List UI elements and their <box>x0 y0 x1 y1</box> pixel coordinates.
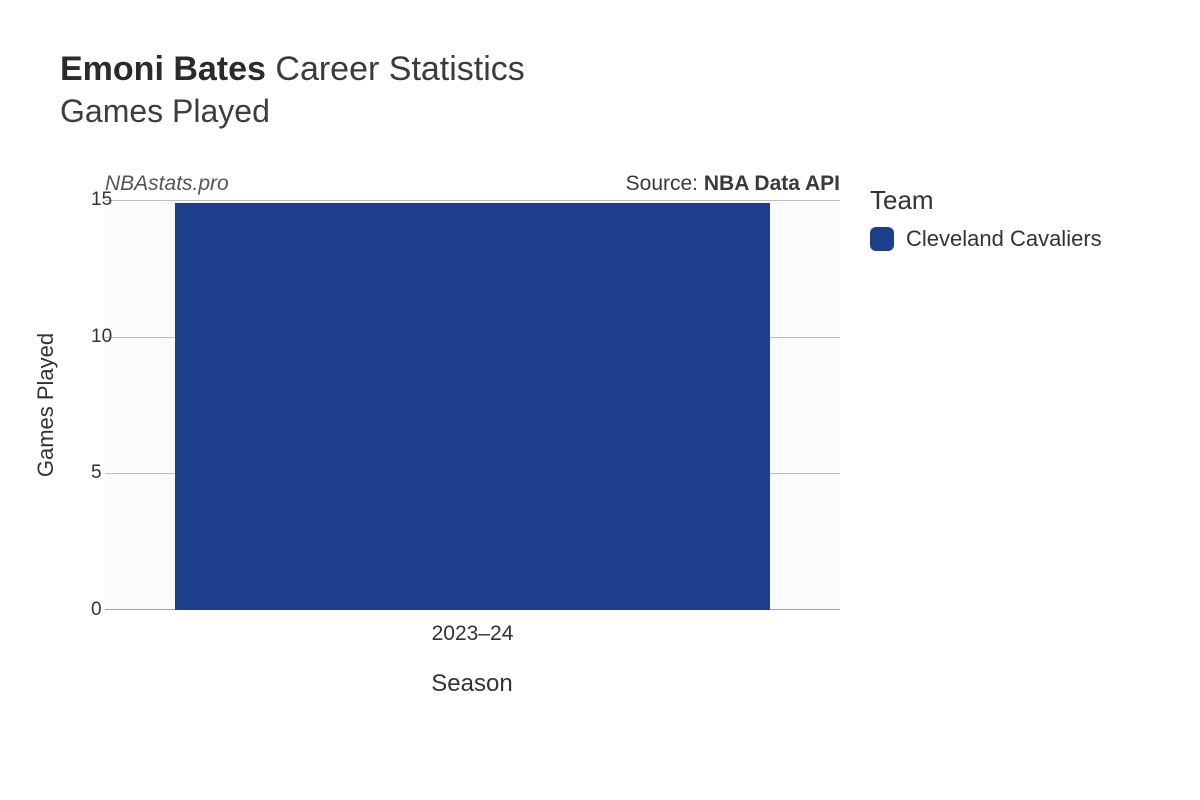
legend-swatch <box>870 227 894 251</box>
bar <box>175 203 770 610</box>
source-credit: Source: NBA Data API <box>626 172 840 196</box>
source-prefix: Source: <box>626 172 704 195</box>
chart-meta-row: NBAstats.pro Source: NBA Data API <box>105 172 860 198</box>
y-axis-title: Games Played <box>33 333 59 477</box>
legend-item: Cleveland Cavaliers <box>870 226 1102 252</box>
y-tick-label: 10 <box>91 326 93 348</box>
chart-title: Emoni Bates Career Statistics <box>60 48 525 91</box>
plot-area <box>105 200 840 610</box>
y-tick-label: 5 <box>91 462 93 484</box>
legend: Team Cleveland Cavaliers <box>870 185 1102 252</box>
chart-subtitle: Games Played <box>60 93 525 130</box>
legend-title: Team <box>870 185 1102 216</box>
x-tick-label: 2023–24 <box>432 622 514 646</box>
player-name: Emoni Bates <box>60 50 266 88</box>
title-rest: Career Statistics <box>266 50 525 88</box>
source-name: NBA Data API <box>704 172 840 195</box>
chart-title-block: Emoni Bates Career Statistics Games Play… <box>60 48 525 130</box>
gridline <box>105 200 840 201</box>
x-axis-title: Season <box>431 670 512 698</box>
y-tick-label: 0 <box>91 599 93 621</box>
legend-item-label: Cleveland Cavaliers <box>906 226 1102 252</box>
y-tick-label: 15 <box>91 189 93 211</box>
site-credit: NBAstats.pro <box>105 172 229 196</box>
